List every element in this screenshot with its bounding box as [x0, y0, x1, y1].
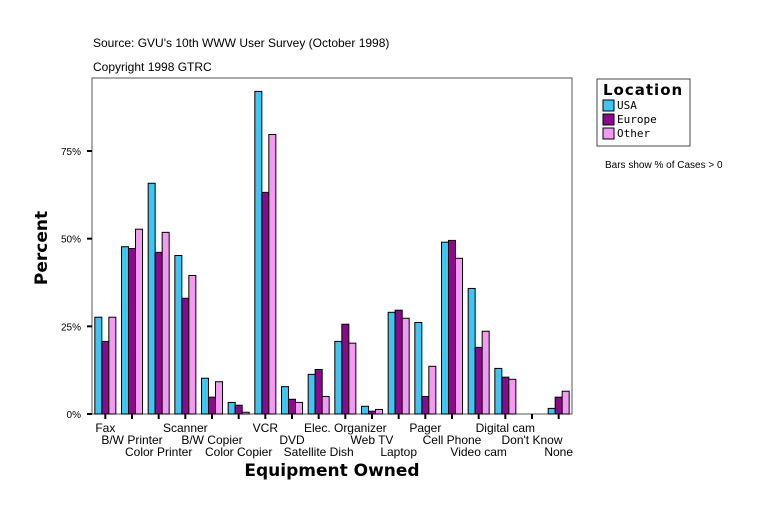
cases-note: Bars show % of Cases > 0 [605, 160, 723, 171]
source-text: Source: GVU's 10th WWW User Survey (Octo… [93, 36, 389, 50]
bar-europe-11 [394, 309, 403, 415]
bar-europe-6 [261, 191, 270, 415]
bar-europe-17 [554, 396, 563, 415]
bar-usa-5 [227, 401, 236, 415]
legend-swatch-other [602, 127, 615, 140]
bar-usa-7 [281, 386, 289, 415]
x-tick-label: Scanner [163, 421, 208, 435]
bar-europe-13 [448, 239, 456, 415]
bar-other-10 [375, 408, 383, 415]
bar-europe-8 [314, 368, 323, 415]
bar-usa-6 [254, 90, 263, 415]
bar-usa-17 [547, 407, 556, 415]
copyright-text: Copyright 1998 GTRC [93, 60, 212, 74]
bar-usa-8 [307, 373, 316, 415]
x-tick-label: Satellite Dish [284, 445, 354, 459]
x-tick-label: DVD [279, 433, 305, 447]
bar-europe-2 [154, 251, 163, 415]
bar-usa-4 [201, 377, 209, 415]
bar-other-14 [481, 330, 490, 415]
y-tick-label: 25% [61, 322, 81, 333]
x-tick-label: VCR [253, 421, 279, 435]
x-tick-label: B/W Copier [181, 433, 242, 447]
x-tick-label: B/W Printer [101, 433, 162, 447]
x-tick-label: Color Printer [125, 445, 192, 459]
x-tick-label: Fax [95, 421, 115, 435]
bar-other-1 [135, 228, 143, 415]
bar-europe-1 [128, 247, 136, 415]
plot-frame [91, 77, 573, 415]
bar-usa-11 [387, 311, 396, 415]
bar-other-2 [161, 231, 170, 415]
y-axis-title: Percent [32, 211, 52, 285]
bar-usa-12 [414, 321, 423, 415]
bar-other-12 [428, 365, 437, 415]
x-tick-label: Video cam [450, 445, 506, 459]
x-tick-label: Color Copier [205, 445, 272, 459]
bar-other-6 [268, 134, 277, 415]
bar-europe-0 [101, 340, 110, 415]
x-tick-label: Don't Know [502, 433, 563, 447]
bar-other-3 [188, 274, 197, 415]
legend-title: Location [603, 81, 683, 99]
bar-europe-14 [474, 346, 483, 415]
bar-other-13 [455, 257, 463, 415]
bar-europe-4 [208, 396, 216, 415]
x-tick-label: Cell Phone [423, 433, 482, 447]
legend-swatch-usa [602, 99, 615, 112]
x-tick-label: Pager [409, 421, 441, 435]
legend-label-usa: USA [617, 99, 637, 112]
bar-europe-10 [368, 410, 376, 415]
bar-usa-15 [494, 367, 503, 415]
bar-europe-15 [501, 376, 510, 415]
x-tick-label: Elec. Organizer [304, 421, 387, 435]
bar-usa-14 [467, 287, 476, 415]
bar-other-8 [321, 395, 330, 415]
x-tick-label: None [544, 445, 573, 459]
bar-other-11 [401, 317, 410, 415]
bar-other-15 [508, 378, 517, 415]
bar-usa-13 [441, 241, 449, 415]
bar-usa-2 [147, 182, 156, 415]
bar-europe-5 [234, 404, 243, 415]
y-tick-label: 0% [67, 410, 82, 421]
bar-other-9 [348, 342, 357, 415]
legend-label-other: Other [617, 127, 650, 140]
bar-other-0 [108, 316, 117, 415]
legend-box [596, 78, 691, 147]
bar-usa-1 [121, 246, 129, 415]
bar-europe-7 [288, 398, 296, 415]
bar-europe-9 [341, 323, 350, 415]
legend-swatch-europe [602, 113, 615, 126]
x-axis-title: Equipment Owned [244, 461, 419, 481]
y-tick-label: 75% [61, 147, 81, 158]
bar-europe-12 [421, 395, 430, 415]
x-tick-label: Web TV [351, 433, 394, 447]
bar-other-17 [561, 390, 570, 415]
x-tick-label: Digital cam [476, 421, 535, 435]
bar-usa-0 [94, 316, 103, 415]
bar-other-5 [241, 411, 250, 415]
bar-europe-3 [181, 297, 190, 415]
bar-usa-10 [361, 405, 369, 415]
bar-other-4 [215, 381, 223, 415]
legend-label-europe: Europe [617, 113, 657, 126]
bar-usa-9 [334, 340, 343, 415]
y-tick-label: 50% [61, 235, 81, 246]
x-tick-label: Laptop [380, 445, 417, 459]
bar-usa-3 [174, 254, 183, 415]
bar-other-7 [295, 401, 303, 415]
